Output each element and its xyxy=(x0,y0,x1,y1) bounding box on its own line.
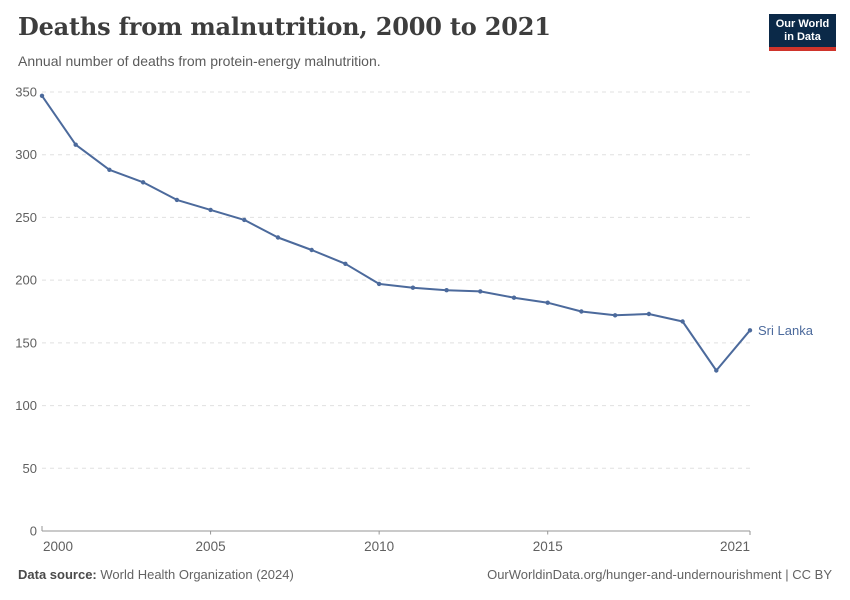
data-point xyxy=(242,217,247,223)
data-point xyxy=(511,295,517,300)
data-point xyxy=(444,288,449,293)
x-tick-label: 2010 xyxy=(364,539,394,554)
chart-subtitle: Annual number of deaths from protein-ene… xyxy=(18,53,381,69)
data-source-label: Data source: xyxy=(18,567,97,582)
data-point xyxy=(140,180,146,185)
footer-url[interactable]: OurWorldinData.org/hunger-and-undernouri… xyxy=(487,567,832,582)
data-point xyxy=(714,368,719,373)
x-tick-label: 2015 xyxy=(533,539,563,554)
data-point xyxy=(107,167,112,172)
y-tick-label: 150 xyxy=(15,335,37,350)
x-tick-label: 2021 xyxy=(720,539,750,554)
data-point xyxy=(478,289,483,294)
page-title: Deaths from malnutrition, 2000 to 2021 xyxy=(18,12,551,41)
y-tick-label: 250 xyxy=(15,210,37,225)
data-point xyxy=(73,142,78,147)
y-tick-label: 300 xyxy=(15,147,37,162)
data-point xyxy=(612,313,618,318)
data-point xyxy=(343,261,348,266)
y-tick-label: 200 xyxy=(15,273,37,288)
data-point xyxy=(680,319,685,324)
data-point xyxy=(579,309,584,314)
chart-footer: Data source: World Health Organization (… xyxy=(18,567,832,583)
x-tick-label: 2005 xyxy=(196,539,226,554)
data-source-value: World Health Organization (2024) xyxy=(100,567,294,582)
data-point xyxy=(208,207,213,213)
data-point xyxy=(545,300,550,305)
y-tick-label: 350 xyxy=(15,85,37,100)
data-point xyxy=(309,247,314,253)
y-tick-label: 100 xyxy=(15,398,37,413)
data-point xyxy=(174,197,180,203)
y-tick-label: 50 xyxy=(23,461,37,476)
data-line xyxy=(41,94,751,372)
owid-logo[interactable]: Our World in Data xyxy=(769,14,836,51)
owid-logo-line1: Our World xyxy=(775,17,830,30)
y-tick-label: 0 xyxy=(30,524,37,539)
data-point xyxy=(646,311,652,317)
data-point xyxy=(747,328,753,333)
data-point xyxy=(376,281,382,287)
data-point xyxy=(39,93,45,99)
entity-label: Sri Lanka xyxy=(758,323,814,338)
data-point xyxy=(410,285,416,290)
data-point xyxy=(275,235,281,240)
data-source: Data source: World Health Organization (… xyxy=(18,567,294,583)
owid-logo-line2: in Data xyxy=(784,30,821,43)
x-tick-label: 2000 xyxy=(43,539,73,554)
